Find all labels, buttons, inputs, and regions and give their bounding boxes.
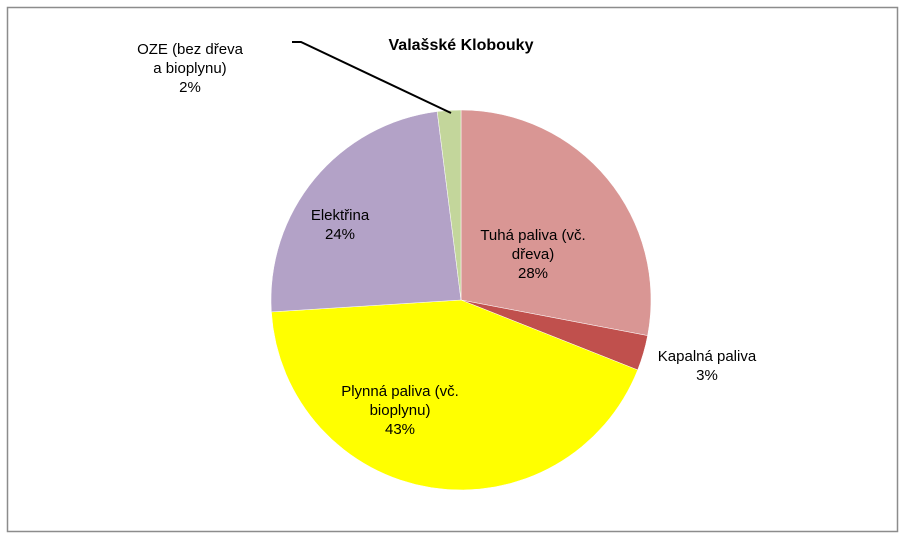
pie-slice <box>460 109 652 336</box>
slice-label: Elektřina <box>311 207 370 224</box>
slice-label: Kapalná paliva <box>658 348 757 365</box>
leader-line <box>292 41 452 114</box>
slice-label: OZE (bez dřeva a bioplynu) <box>137 41 244 77</box>
value-label: 2% <box>179 79 201 96</box>
value-label: 24% <box>325 226 355 243</box>
pie-slice <box>436 109 462 301</box>
slice-label: Tuhá paliva (vč. dřeva) <box>480 227 585 263</box>
pie-slice <box>271 299 638 491</box>
value-label: 28% <box>518 265 548 282</box>
value-label: 43% <box>385 421 415 438</box>
pie-slice <box>270 111 462 313</box>
value-label: 3% <box>696 367 718 384</box>
chart-title: Valašské Klobouky <box>389 37 534 54</box>
slice-label: Plynná paliva (vč. bioplynu) <box>341 383 459 419</box>
